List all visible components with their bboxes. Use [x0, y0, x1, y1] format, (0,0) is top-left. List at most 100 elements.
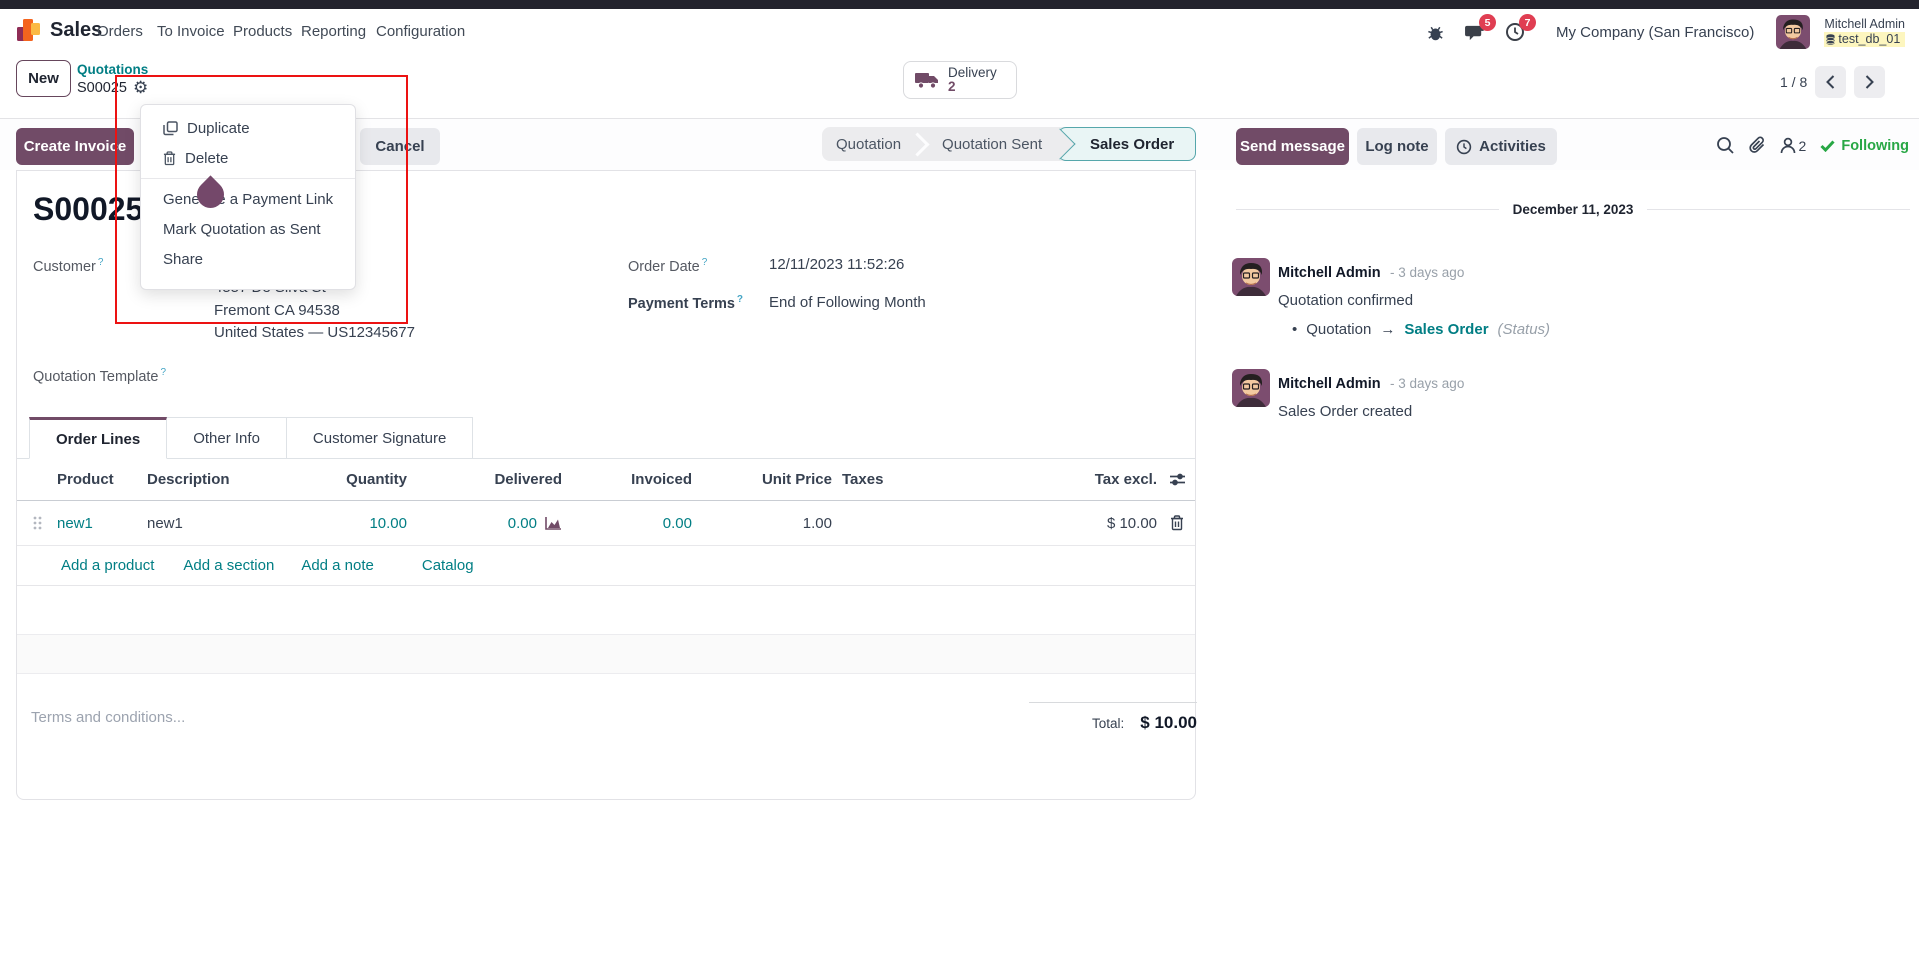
cell-product[interactable]: new1 [57, 514, 93, 532]
cell-unit-price[interactable]: 1.00 [802, 514, 832, 532]
order-date-label: Order Date? [628, 257, 708, 275]
pager-previous-button[interactable] [1815, 66, 1847, 98]
status-quotation-sent[interactable]: Quotation Sent [942, 135, 1043, 153]
cell-subtotal[interactable]: $ 10.00 [1106, 514, 1157, 532]
nav-menu-reporting[interactable]: Reporting [301, 23, 367, 40]
menu-separator [141, 178, 355, 179]
message-avatar[interactable] [1232, 258, 1270, 296]
duplicate-copy-icon [163, 120, 178, 135]
breadcrumb-quotations[interactable]: Quotations [77, 62, 149, 77]
catalog-link[interactable]: Catalog [421, 557, 474, 574]
sales-app-logo-icon[interactable] [16, 17, 42, 45]
payment-terms-value[interactable]: End of Following Month [769, 294, 926, 311]
col-description[interactable]: Description [147, 471, 230, 488]
cell-quantity[interactable]: 10.00 [369, 514, 407, 532]
status-quotation[interactable]: Quotation [836, 135, 902, 153]
search-messages-icon[interactable] [1716, 136, 1735, 155]
menu-item-delete[interactable]: Delete [141, 143, 355, 173]
total-value: $ 10.00 [1140, 713, 1197, 732]
activities-button[interactable]: Activities [1445, 128, 1557, 165]
col-tax-excl[interactable]: Tax excl. [1094, 471, 1157, 488]
pager: 1 / 8 [1780, 66, 1886, 98]
arrow-right-icon: → [1380, 321, 1396, 338]
date-separator-text: December 11, 2023 [1512, 202, 1634, 217]
order-line-row[interactable]: new1 new1 10.00 0.00 0.00 1.00 $ 10.00 [17, 501, 1195, 546]
following-button[interactable]: Following [1820, 138, 1909, 154]
menu-item-share[interactable]: Share [163, 250, 204, 268]
message-body: Sales Order created [1278, 403, 1413, 420]
app-name[interactable]: Sales [50, 19, 103, 41]
delivery-label: Delivery [948, 65, 997, 80]
menu-item-duplicate[interactable]: Duplicate [141, 113, 355, 143]
database-name: test_db_01 [1838, 32, 1901, 46]
log-note-button[interactable]: Log note [1357, 128, 1437, 165]
cell-delivered[interactable]: 0.00 [507, 514, 537, 532]
col-invoiced[interactable]: Invoiced [631, 471, 692, 488]
check-icon [1820, 139, 1835, 152]
company-switcher[interactable]: My Company (San Francisco) [1556, 23, 1755, 41]
add-a-note-link[interactable]: Add a note [301, 557, 374, 574]
new-button[interactable]: New [16, 60, 71, 97]
forecast-chart-icon[interactable] [545, 516, 562, 530]
message-avatar[interactable] [1232, 369, 1270, 407]
date-separator: December 11, 2023 [1236, 202, 1910, 217]
tab-order-lines[interactable]: Order Lines [29, 417, 168, 459]
order-lines-header-row: Product Description Quantity Delivered I… [17, 459, 1195, 501]
nav-menu-products[interactable]: Products [233, 23, 293, 40]
help-sup: ? [701, 257, 708, 268]
address-line3: United States — US12345677 [214, 324, 415, 341]
tracking-value-row: • Quotation → Sales Order (Status) [1292, 321, 1550, 338]
col-taxes[interactable]: Taxes [842, 471, 884, 488]
tab-customer-signature[interactable]: Customer Signature [286, 417, 474, 459]
form-sheet: S00025 Customer? 4557 De Silva St Fremon… [16, 170, 1197, 800]
gear-dropdown-menu: Duplicate Delete Generate a Payment Link… [140, 104, 356, 290]
add-a-product-link[interactable]: Add a product [61, 557, 155, 574]
activities-clock-icon[interactable]: 7 [1502, 14, 1536, 45]
terms-and-conditions-placeholder[interactable]: Terms and conditions... [31, 709, 186, 726]
nav-menu-to-invoice[interactable]: To Invoice [157, 23, 225, 40]
messages-icon[interactable]: 5 [1462, 14, 1496, 45]
help-sup: ? [736, 294, 744, 305]
attachments-paperclip-icon[interactable] [1748, 136, 1766, 155]
message-author[interactable]: Mitchell Admin [1278, 376, 1381, 392]
nav-menu-orders[interactable]: Orders [97, 23, 143, 40]
followers-button[interactable]: 2 [1780, 137, 1806, 154]
cancel-button[interactable]: Cancel [360, 128, 440, 165]
message-body: Quotation confirmed [1278, 292, 1414, 309]
col-quantity[interactable]: Quantity [346, 471, 407, 488]
payment-terms-label: Payment Terms? [628, 294, 744, 312]
status-sales-order-active[interactable]: Sales Order [1058, 127, 1196, 161]
red-annotation-rectangle [115, 75, 408, 324]
gear-icon[interactable]: ⚙ [133, 78, 149, 97]
optional-columns-icon[interactable] [1157, 472, 1197, 487]
chatter-panel: Send message Log note Activities [1220, 118, 1919, 818]
totals-box: Total: $ 10.00 [1029, 702, 1197, 733]
user-menu[interactable]: Mitchell Admin test_db_01 [1824, 17, 1905, 47]
send-message-button[interactable]: Send message [1236, 128, 1349, 165]
delivery-smart-button[interactable]: Delivery 2 [903, 61, 1017, 99]
drag-handle-icon[interactable] [17, 516, 57, 530]
bullet: • [1292, 321, 1298, 338]
order-date-value[interactable]: 12/11/2023 11:52:26 [769, 256, 905, 273]
cell-description[interactable]: new1 [147, 514, 183, 532]
create-invoice-button[interactable]: Create Invoice [16, 128, 134, 165]
col-delivered[interactable]: Delivered [494, 471, 562, 488]
add-a-section-link[interactable]: Add a section [183, 557, 275, 574]
quotation-template-label: Quotation Template? [33, 367, 167, 385]
cell-invoiced[interactable]: 0.00 [662, 514, 692, 532]
delete-line-trash-icon[interactable] [1157, 515, 1197, 531]
window-top-strip [0, 0, 1919, 9]
nav-menu-configuration[interactable]: Configuration [376, 23, 466, 40]
help-sup: ? [160, 367, 167, 378]
message-header: Mitchell Admin - 3 days ago [1278, 375, 1464, 393]
message-author[interactable]: Mitchell Admin [1278, 265, 1381, 281]
pager-next-button[interactable] [1854, 66, 1886, 98]
delete-trash-icon [163, 150, 176, 165]
col-unit-price[interactable]: Unit Price [761, 471, 832, 488]
tracking-old-value: Quotation [1306, 321, 1372, 338]
user-avatar[interactable] [1776, 15, 1811, 49]
tab-other-info[interactable]: Other Info [167, 417, 287, 459]
debug-bug-icon[interactable] [1422, 19, 1448, 45]
col-product[interactable]: Product [57, 471, 114, 488]
menu-item-mark-quotation-as-sent[interactable]: Mark Quotation as Sent [163, 220, 321, 238]
